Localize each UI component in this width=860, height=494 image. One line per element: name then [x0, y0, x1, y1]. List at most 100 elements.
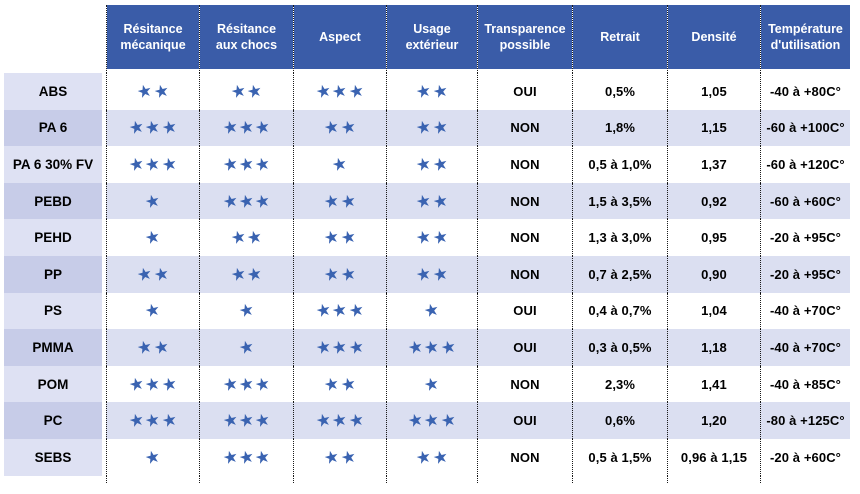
value-cell-transparence: NON — [477, 365, 572, 403]
value-text: -40 à +70C° — [770, 303, 841, 319]
star-icon: ★ — [346, 80, 366, 103]
value-text: -20 à +60C° — [770, 449, 841, 465]
column-header-6: Retrait — [572, 5, 667, 73]
value-cell-densite: 1,41 — [667, 365, 760, 403]
star-rating-cell: ★ — [386, 365, 477, 403]
star-rating-cell: ★ ★ ★ — [199, 438, 293, 476]
value-cell-retrait: 1,3 à 3,0% — [572, 219, 667, 256]
star-icon: ★ — [422, 372, 442, 396]
column-header-5: Transparence possible — [477, 5, 572, 73]
value-cell-densite: 1,18 — [667, 329, 760, 366]
star-icon: ★ — [346, 299, 366, 322]
value-text: -40 à +80C° — [770, 83, 841, 99]
value-text: 0,6% — [604, 413, 636, 429]
row-label: ABS — [4, 73, 106, 110]
value-cell-transparence: NON — [477, 255, 572, 293]
value-cell-temperature: -20 à +95C° — [760, 255, 850, 293]
star-icon: ★ — [253, 446, 273, 469]
row-label: PA 6 — [4, 109, 106, 147]
row-label: PP — [4, 255, 106, 293]
value-text: OUI — [513, 339, 537, 355]
star-rating-cell: ★ ★ ★ — [293, 73, 386, 110]
value-cell-retrait: 0,5% — [572, 73, 667, 110]
value-text: -20 à +95C° — [770, 230, 841, 246]
material-name: PA 6 30% FV — [12, 156, 94, 172]
dotted-line-extension — [4, 476, 106, 483]
star-rating-cell: ★ ★ ★ — [106, 146, 199, 183]
star-icon: ★ — [143, 226, 163, 249]
table-grid: Résitance mécanique Résitance aux chocs As… — [4, 5, 860, 483]
value-cell-temperature: -20 à +60C° — [760, 438, 850, 476]
value-text: NON — [510, 156, 540, 172]
value-cell-retrait: 2,3% — [572, 365, 667, 403]
value-cell-densite: 1,04 — [667, 292, 760, 330]
value-text: -40 à +85C° — [770, 376, 841, 392]
material-name: POM — [37, 376, 69, 392]
star-rating-cell: ★ ★ ★ — [386, 402, 477, 439]
star-icon: ★ — [151, 336, 171, 359]
star-icon: ★ — [422, 299, 442, 322]
value-text: OUI — [513, 83, 537, 99]
star-rating-cell: ★ ★ ★ — [106, 365, 199, 403]
materials-comparison-table: Résitance mécanique Résitance aux chocs As… — [4, 5, 860, 483]
star-rating-cell: ★ ★ — [293, 219, 386, 256]
star-rating-cell: ★ ★ — [386, 255, 477, 293]
row-label: PMMA — [4, 329, 106, 366]
star-icon: ★ — [159, 153, 179, 176]
star-rating-cell: ★ ★ ★ — [199, 182, 293, 220]
value-cell-transparence: NON — [477, 438, 572, 476]
star-rating-cell: ★ ★ — [293, 109, 386, 147]
star-rating-cell: ★ ★ ★ — [293, 292, 386, 330]
value-cell-densite: 0,90 — [667, 255, 760, 293]
value-text: -60 à +120C° — [766, 156, 845, 172]
row-label: SEBS — [4, 438, 106, 476]
value-cell-transparence: NON — [477, 182, 572, 220]
star-icon: ★ — [338, 372, 358, 396]
star-icon: ★ — [430, 153, 450, 176]
dotted-line-extension — [477, 475, 572, 483]
value-cell-temperature: -40 à +70C° — [760, 292, 850, 330]
star-icon: ★ — [430, 116, 450, 139]
dotted-line-extension — [106, 475, 199, 483]
star-icon: ★ — [438, 336, 458, 359]
material-name: PC — [43, 413, 63, 429]
table-corner-spacer — [4, 5, 106, 73]
star-rating-cell: ★ ★ — [293, 255, 386, 293]
star-icon: ★ — [338, 190, 358, 213]
value-text: 2,3% — [604, 376, 636, 392]
value-cell-temperature: -60 à +120C° — [760, 146, 850, 183]
value-text: NON — [510, 376, 540, 392]
value-cell-densite: 1,15 — [667, 109, 760, 147]
star-icon: ★ — [338, 116, 358, 139]
value-text: 0,7 à 2,5% — [588, 266, 652, 282]
value-text: NON — [510, 193, 540, 209]
value-cell-retrait: 0,6% — [572, 402, 667, 439]
star-rating-cell: ★ ★ — [386, 73, 477, 110]
dotted-line-extension — [572, 475, 667, 483]
value-cell-temperature: -60 à +100C° — [760, 109, 850, 147]
value-text: 0,4 à 0,7% — [588, 303, 652, 319]
star-icon: ★ — [143, 190, 163, 213]
star-rating-cell: ★ ★ — [386, 219, 477, 256]
value-cell-temperature: -20 à +95C° — [760, 219, 850, 256]
material-name: PP — [43, 266, 62, 282]
star-icon: ★ — [338, 226, 358, 249]
value-text: 1,05 — [701, 83, 727, 99]
value-cell-transparence: OUI — [477, 329, 572, 366]
star-rating-cell: ★ ★ ★ — [106, 109, 199, 147]
value-text: NON — [510, 266, 540, 282]
column-header-label: Retrait — [600, 29, 640, 44]
value-text: 0,5% — [604, 83, 636, 99]
star-icon: ★ — [430, 446, 450, 469]
star-rating-cell: ★ — [199, 329, 293, 366]
star-rating-cell: ★ — [106, 219, 199, 256]
star-rating-cell: ★ — [106, 292, 199, 330]
value-text: 0,90 — [701, 266, 727, 282]
value-text: 1,3 à 3,0% — [588, 230, 652, 246]
value-cell-transparence: OUI — [477, 292, 572, 330]
column-header-label: Densité — [691, 29, 737, 44]
value-text: 0,5 à 1,5% — [588, 449, 652, 465]
value-cell-transparence: NON — [477, 146, 572, 183]
dotted-line-extension — [199, 475, 293, 483]
row-label: PEHD — [4, 219, 106, 256]
